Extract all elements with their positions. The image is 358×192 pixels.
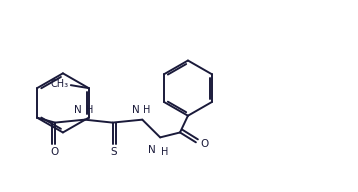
Text: N: N (74, 105, 82, 115)
Text: N: N (149, 145, 156, 155)
Text: H: H (143, 105, 151, 115)
Text: H: H (161, 147, 169, 157)
Text: CH₃: CH₃ (51, 79, 69, 89)
Text: N: N (132, 105, 139, 115)
Text: H: H (86, 105, 93, 115)
Text: O: O (51, 147, 59, 157)
Text: S: S (110, 147, 117, 157)
Text: O: O (201, 139, 209, 149)
